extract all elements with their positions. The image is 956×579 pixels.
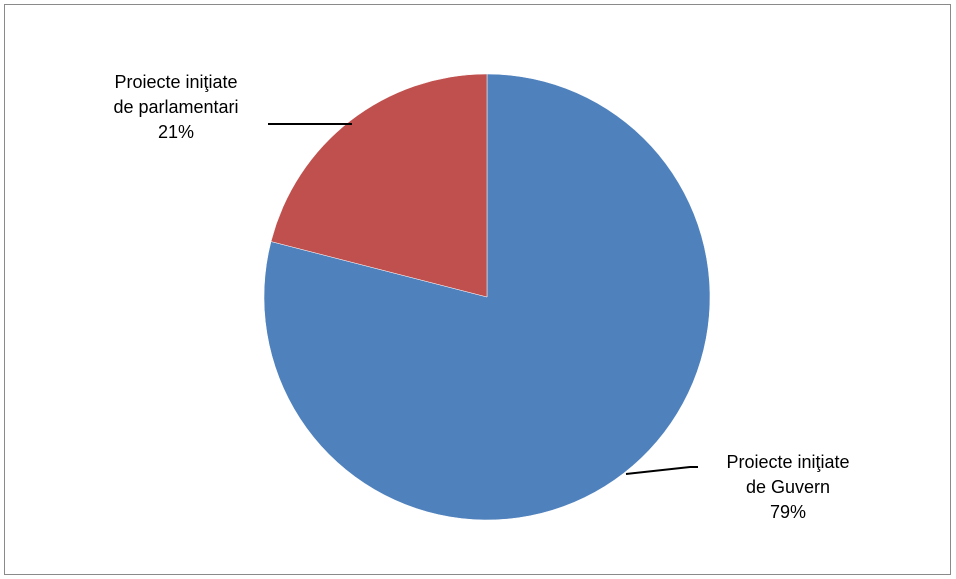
data-label-guvern: Proiecte iniţiate de Guvern 79% <box>698 450 878 525</box>
leader-line-guvern <box>625 466 698 475</box>
data-label-guvern-percent: 79% <box>769 502 807 522</box>
data-label-guvern-name-1: Proiecte iniţiate <box>726 452 850 472</box>
data-label-guvern-name-2: de Guvern <box>745 477 831 497</box>
data-label-parlamentari-name-1: Proiecte iniţiate <box>114 72 238 92</box>
data-label-parlamentari-percent: 21% <box>157 122 195 142</box>
data-label-parlamentari-name-2: de parlamentari <box>113 97 239 117</box>
data-label-parlamentari: Proiecte iniţiate de parlamentari 21% <box>86 70 266 145</box>
pie-slice-parlamentari <box>270 73 488 298</box>
